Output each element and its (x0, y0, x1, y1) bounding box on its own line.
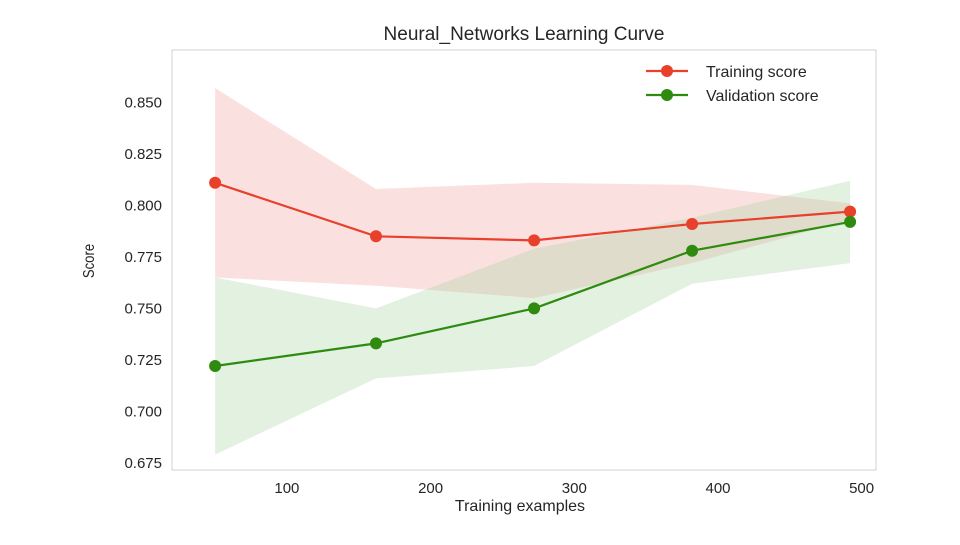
y-tick-label: 0.825 (124, 146, 162, 163)
y-tick-label: 0.800 (124, 197, 162, 214)
x-tick-label: 400 (705, 480, 730, 497)
y-tick-label: 0.750 (124, 300, 162, 317)
y-tick-label: 0.700 (124, 403, 162, 420)
validation-score-point (528, 302, 540, 314)
y-tick-label: 0.725 (124, 352, 162, 369)
legend-label: Validation score (706, 88, 819, 105)
chart-title: Neural_Networks Learning Curve (384, 24, 665, 45)
y-tick-label: 0.675 (124, 455, 162, 472)
legend-marker (661, 65, 673, 77)
validation-score-point (686, 245, 698, 257)
training-score-point (844, 206, 856, 218)
training-score-point (686, 218, 698, 230)
x-tick-label: 500 (849, 480, 874, 497)
training-score-point (370, 230, 382, 242)
validation-score-point (844, 216, 856, 228)
validation-score-point (209, 360, 221, 372)
y-axis-label: Score (81, 244, 98, 278)
x-tick-label: 100 (274, 480, 299, 497)
training-score-point (209, 177, 221, 189)
y-tick-label: 0.775 (124, 249, 162, 266)
validation-score-point (370, 337, 382, 349)
y-tick-label: 0.850 (124, 95, 162, 112)
x-tick-label: 300 (562, 480, 587, 497)
x-axis-ticks: 100 200 300 400 500 (274, 480, 874, 497)
legend-label: Training score (706, 64, 807, 81)
legend-marker (661, 89, 673, 101)
y-axis-ticks: 0.675 0.700 0.725 0.750 0.775 0.800 0.825 0.850 (124, 95, 162, 472)
x-axis-label: Training examples (455, 498, 585, 515)
x-tick-label: 200 (418, 480, 443, 497)
training-score-point (528, 234, 540, 246)
